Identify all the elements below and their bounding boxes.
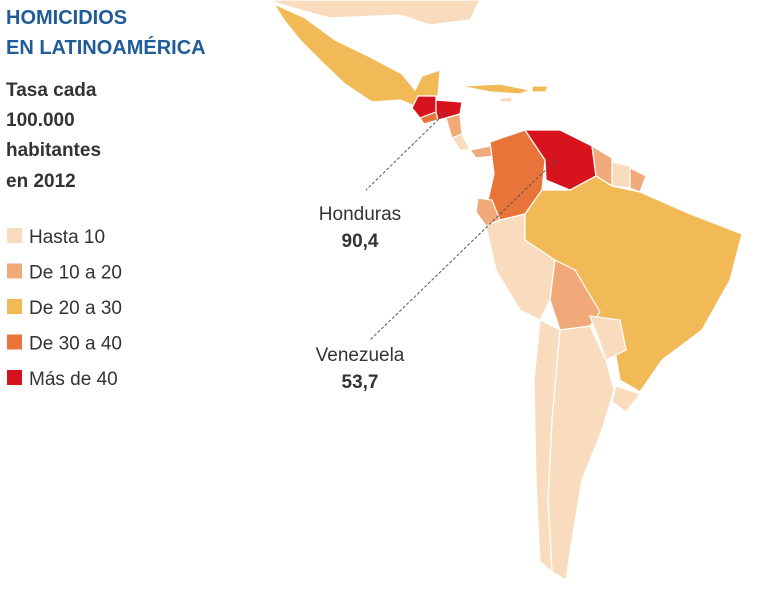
subtitle: habitantes	[6, 140, 101, 161]
subtitle: 100.000	[6, 110, 75, 131]
legend-swatch	[7, 370, 22, 385]
callout-line	[369, 159, 557, 341]
title: EN LATINOAMÉRICA	[6, 36, 206, 59]
legend-label: De 20 a 30	[29, 298, 122, 319]
legend-label: Más de 40	[29, 369, 118, 390]
legend-swatch	[7, 299, 22, 314]
mexico	[272, 2, 441, 109]
argentina	[547, 325, 615, 581]
callout-value: 53,7	[342, 372, 379, 393]
cuba	[459, 83, 533, 95]
costa-rica	[451, 133, 471, 151]
legend-label: De 30 a 40	[29, 334, 122, 355]
countries	[267, 0, 743, 581]
callout-line	[365, 111, 447, 191]
subtitle: en 2012	[6, 171, 76, 192]
title: HOMICIDIOS	[6, 7, 127, 29]
suriname	[611, 161, 631, 189]
uruguay	[611, 385, 641, 413]
legend: Hasta 10 De 10 a 20 De 20 a 30 De 30 a 40 Má…	[7, 227, 122, 390]
usa	[267, 0, 481, 26]
jamaica	[499, 96, 513, 103]
callout-value: 90,4	[342, 231, 379, 252]
chile	[533, 319, 561, 574]
callout-name: Venezuela	[316, 345, 405, 366]
guiana	[629, 167, 647, 193]
legend-label: Hasta 10	[29, 227, 105, 248]
legend-swatch	[7, 228, 22, 243]
subtitle: Tasa cada	[6, 80, 97, 101]
hispaniola	[531, 85, 549, 93]
legend-swatch	[7, 334, 22, 350]
legend-label: De 10 a 20	[29, 263, 122, 284]
paraguay	[589, 315, 627, 361]
legend-swatch	[7, 263, 22, 279]
callout-name: Honduras	[319, 204, 401, 225]
